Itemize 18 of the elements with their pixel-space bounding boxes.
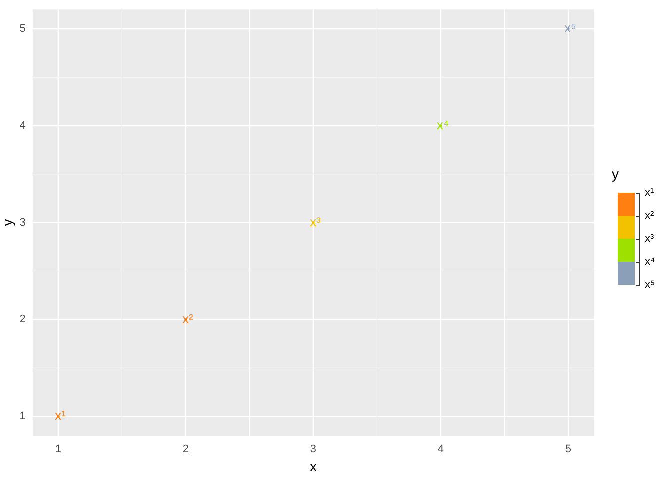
color-bar-label: x⁴ xyxy=(645,255,656,269)
color-bar-title: y xyxy=(612,166,620,184)
y-tick-label: 1 xyxy=(20,410,26,423)
y-tick-label: 5 xyxy=(20,23,26,36)
color-bar-label: x³ xyxy=(645,232,654,246)
color-bar-label: x² xyxy=(645,209,654,223)
color-bar-label: x⁵ xyxy=(645,278,656,292)
y-tick-label: 4 xyxy=(20,120,26,132)
x-axis-title: x xyxy=(310,458,317,474)
x-tick-label: 2 xyxy=(182,444,190,456)
color-bar-label: x¹ xyxy=(645,186,654,200)
y-axis-title: y xyxy=(0,219,16,226)
x-tick-label: 1 xyxy=(55,444,62,456)
x-tick-label: 4 xyxy=(438,444,444,456)
x-tick-label: 5 xyxy=(565,444,572,456)
x-tick-label: 3 xyxy=(310,444,317,456)
y-tick-label: 2 xyxy=(20,314,26,326)
y-tick-label: 3 xyxy=(20,216,26,229)
